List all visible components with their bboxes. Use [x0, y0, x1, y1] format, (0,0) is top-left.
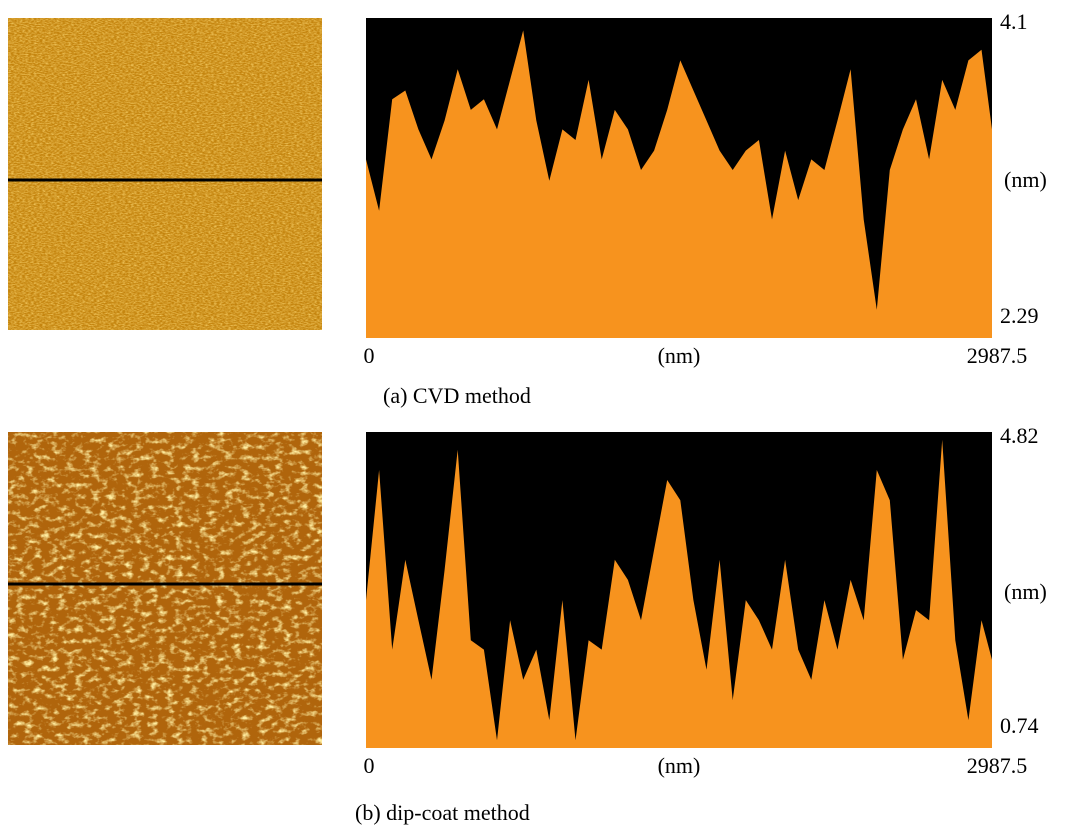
y-axis-label: (nm): [1004, 167, 1047, 192]
afm-image-a: [8, 18, 322, 330]
caption: (a) CVD method: [383, 383, 531, 408]
y-tick-label: 0.74: [1000, 713, 1039, 738]
y-axis-label: (nm): [1004, 579, 1047, 604]
x-tick-label: 2987.5: [967, 343, 1028, 368]
afm-image-b: [8, 432, 322, 745]
x-tick-label: 0: [364, 753, 375, 778]
figure: 2.29 4.1 (nm) 0 2987.5 (nm) (a) CVD method 0.74…: [0, 0, 1072, 832]
y-tick-label: 2.29: [1000, 303, 1039, 328]
x-axis-label: (nm): [658, 343, 701, 368]
y-tick-label: 4.1: [1000, 9, 1028, 34]
x-axis-label: (nm): [658, 753, 701, 778]
caption: (b) dip-coat method: [355, 800, 530, 825]
x-tick-label: 0: [364, 343, 375, 368]
x-tick-label: 2987.5: [967, 753, 1028, 778]
y-tick-label: 4.82: [1000, 423, 1039, 448]
